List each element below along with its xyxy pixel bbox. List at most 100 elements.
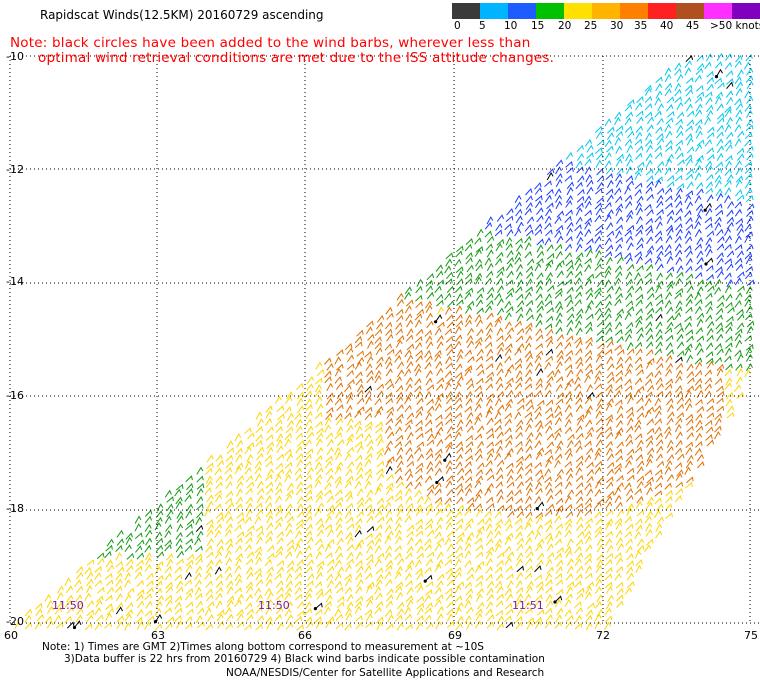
wind-barb: [394, 376, 402, 385]
wind-barb: [534, 411, 542, 420]
wind-barb: [444, 265, 452, 274]
wind-barb: [236, 474, 245, 483]
wind-barb: [716, 138, 724, 147]
wind-barb: [746, 209, 754, 217]
wind-barb: [294, 467, 302, 476]
wind-barb: [566, 186, 574, 196]
wind-barb: [285, 493, 293, 502]
wind-barb: [484, 222, 493, 230]
wind-barb: [344, 577, 352, 587]
wind-barb: [335, 622, 344, 630]
wind-barb: [546, 536, 554, 545]
wind-barb: [475, 593, 483, 602]
wind-barb: [654, 179, 662, 188]
wind-barb: [636, 396, 644, 404]
wind-barb: [695, 419, 703, 428]
wind-barb: [394, 522, 402, 532]
wind-barb: [704, 116, 712, 125]
wind-barb: [544, 323, 553, 330]
wind-barb: [347, 379, 355, 386]
wind-barb: [734, 201, 742, 209]
wind-barb: [465, 606, 474, 615]
wind-barb: [685, 273, 694, 281]
wind-barb: [506, 257, 514, 265]
wind-barb: [485, 355, 494, 362]
wind-barb: [645, 139, 653, 147]
wind-barb: [575, 539, 584, 547]
wind-barb: [376, 482, 384, 491]
wind-barb: [84, 566, 92, 575]
wind-barb: [665, 195, 673, 203]
wind-barb: [664, 88, 672, 97]
wind-barb: [644, 378, 653, 386]
wind-barb: [456, 354, 464, 363]
wind-barb: [614, 517, 623, 525]
wind-barb: [615, 521, 623, 531]
wind-barb: [535, 279, 544, 288]
wind-barb: [735, 263, 744, 271]
wind-barb: [656, 160, 665, 169]
wind-barb: [376, 438, 384, 447]
wind-barb: [356, 538, 365, 547]
wind-barb: [615, 501, 623, 510]
wind-barb: [415, 432, 424, 440]
wind-barb: [445, 593, 453, 601]
wind-barb: [355, 425, 363, 435]
wind-barb: [546, 328, 554, 337]
wind-barb: [286, 515, 295, 524]
wind-barb: [635, 559, 643, 567]
wind-barb: [366, 320, 374, 328]
wind-barb: [695, 124, 703, 134]
wind-barb: [706, 320, 715, 329]
wind-barb: [524, 250, 532, 259]
wind-barb: [744, 161, 753, 168]
wind-barb: [414, 504, 423, 512]
wind-barb: [704, 377, 713, 385]
wind-barb: [46, 620, 54, 629]
wind-barb: [415, 341, 423, 350]
wind-barb: [266, 446, 274, 456]
wind-barb: [576, 496, 584, 504]
wind-barb: [654, 469, 663, 476]
wind-barb: [436, 299, 444, 307]
wind-barb: [36, 613, 45, 622]
wind-barb: [444, 370, 453, 378]
wind-barb: [525, 286, 533, 293]
wind-barb: [424, 390, 432, 400]
wind-barb: [596, 168, 604, 176]
wind-barb: [565, 467, 573, 476]
wind-barb: [586, 179, 594, 188]
wind-barb: [496, 368, 504, 376]
wind-barb: [554, 538, 562, 546]
wind-barb: [466, 264, 474, 273]
wind-barb: [434, 531, 442, 540]
wind-barb: [346, 395, 354, 404]
wind-barb: [675, 356, 683, 364]
wind-barb: [714, 278, 722, 287]
wind-barb: [695, 67, 704, 75]
wind-barb: [724, 235, 733, 244]
wind-barb: [626, 180, 634, 188]
wind-barb: [395, 516, 403, 525]
wind-barb: [396, 361, 405, 370]
wind-barb: [284, 608, 292, 617]
wind-barb: [584, 195, 592, 204]
wind-barb: [324, 482, 332, 490]
wind-barb: [446, 509, 454, 518]
wind-barb: [265, 460, 273, 468]
wind-barb: [404, 613, 413, 621]
wind-barb: [684, 315, 692, 323]
wind-barb: [725, 301, 733, 309]
wind-barb: [605, 521, 613, 530]
wind-barb: [466, 300, 475, 308]
wind-barb: [575, 284, 584, 293]
wind-barb: [645, 301, 653, 309]
wind-barb: [726, 216, 734, 224]
wind-barb: [444, 452, 452, 461]
wind-barb: [477, 518, 485, 526]
wind-barb: [366, 369, 374, 378]
wind-barb: [485, 363, 494, 370]
wind-barb: [525, 462, 533, 470]
wind-barb: [415, 467, 423, 475]
wind-barb: [446, 377, 454, 385]
